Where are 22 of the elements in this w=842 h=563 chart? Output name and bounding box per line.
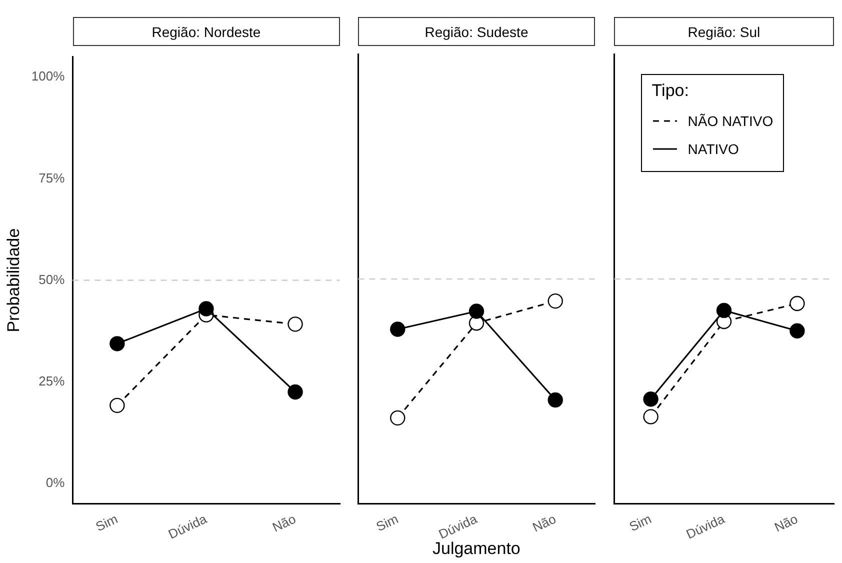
x-axis-title: Julgamento [432,539,520,559]
x-tick-label: Sim [93,511,120,534]
x-tick-label: Sim [374,511,400,534]
x-tick-label: Dúvida [436,510,480,542]
x-tick-label: Não [772,511,800,535]
y-axis-title: Probabilidade [4,228,23,332]
chart-title: Região: Sul [614,17,834,46]
y-tick-label: 100% [31,68,66,84]
chart-title: Região: Sudeste [358,17,595,46]
x-tick-label: Não [270,511,298,535]
y-tick-label: 50% [38,272,66,287]
y-tick-label: 0% [46,475,66,490]
x-tick-label: Dúvida [166,510,210,542]
x-tick-label: Não [530,511,558,535]
legend-title: Tipo: [652,81,690,102]
x-tick-label: Sim [626,511,654,534]
y-tick-label: 75% [38,170,66,186]
legend-label: NATIVO [688,141,739,158]
legend-label: NÃO NATIVO [688,113,774,130]
y-tick-label: 25% [38,373,66,388]
x-tick-label: Dúvida [684,510,728,542]
chart-title: Região: Nordeste [72,17,340,46]
